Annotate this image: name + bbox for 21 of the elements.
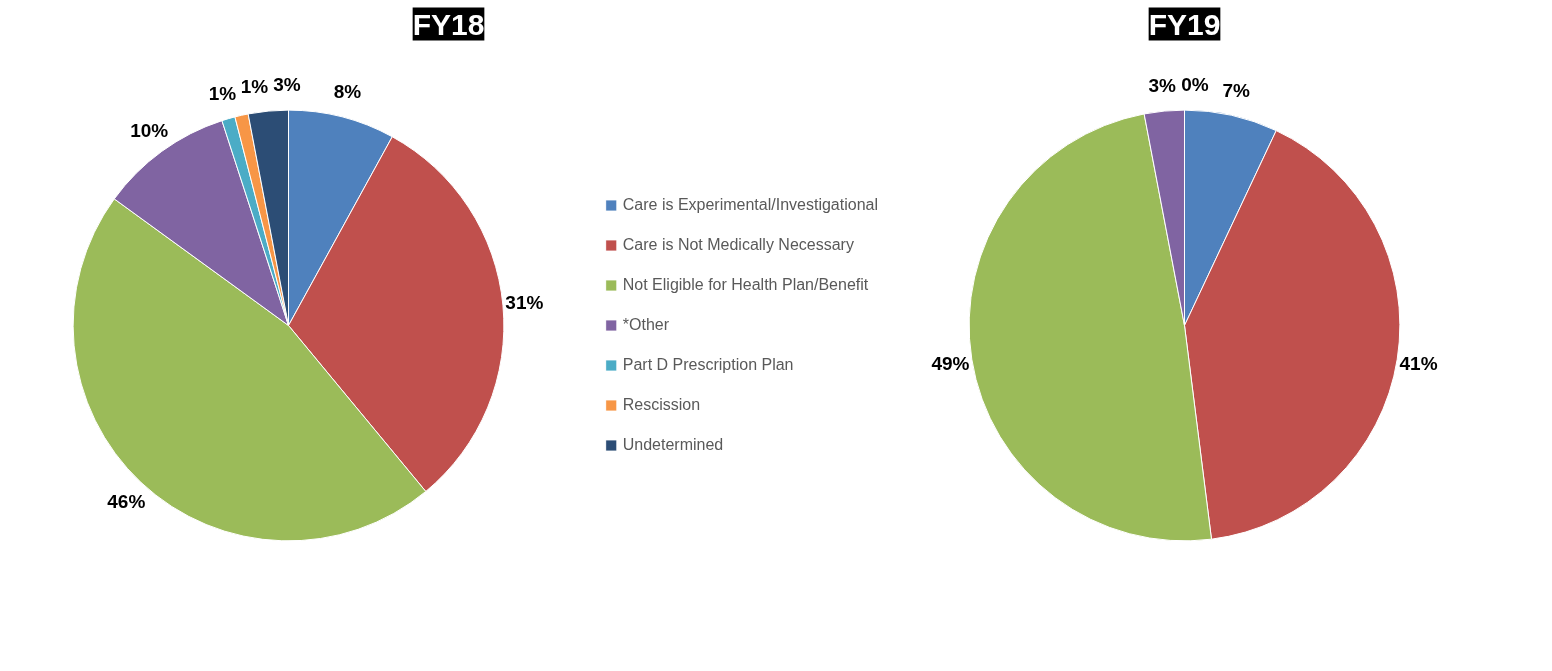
chart-title: FY19 [1148,7,1221,41]
legend-label: Rescission [622,396,701,414]
data-label: 1% [240,76,269,98]
data-label: 1% [208,83,237,105]
data-label: 3% [1148,74,1177,96]
legend-label: Care is Experimental/Investigational [622,196,878,214]
data-label: 7% [1222,79,1251,101]
legend-label: Part D Prescription Plan [622,356,794,374]
data-label: 41% [1399,352,1438,374]
data-label: 46% [107,490,146,512]
legend-label: Undetermined [622,436,724,454]
data-label: 8% [333,81,362,103]
data-label: 49% [931,352,970,374]
legend-label: Not Eligible for Health Plan/Benefit [622,276,869,294]
text: 0% [1181,74,1209,95]
data-label: 3% [273,73,301,95]
legend-label: Care is Not Medically Necessary [622,236,854,254]
legend-label: *Other [622,316,670,334]
data-label: 31% [505,292,544,314]
chart-title: FY18 [412,7,485,41]
data-label: 10% [130,119,169,141]
